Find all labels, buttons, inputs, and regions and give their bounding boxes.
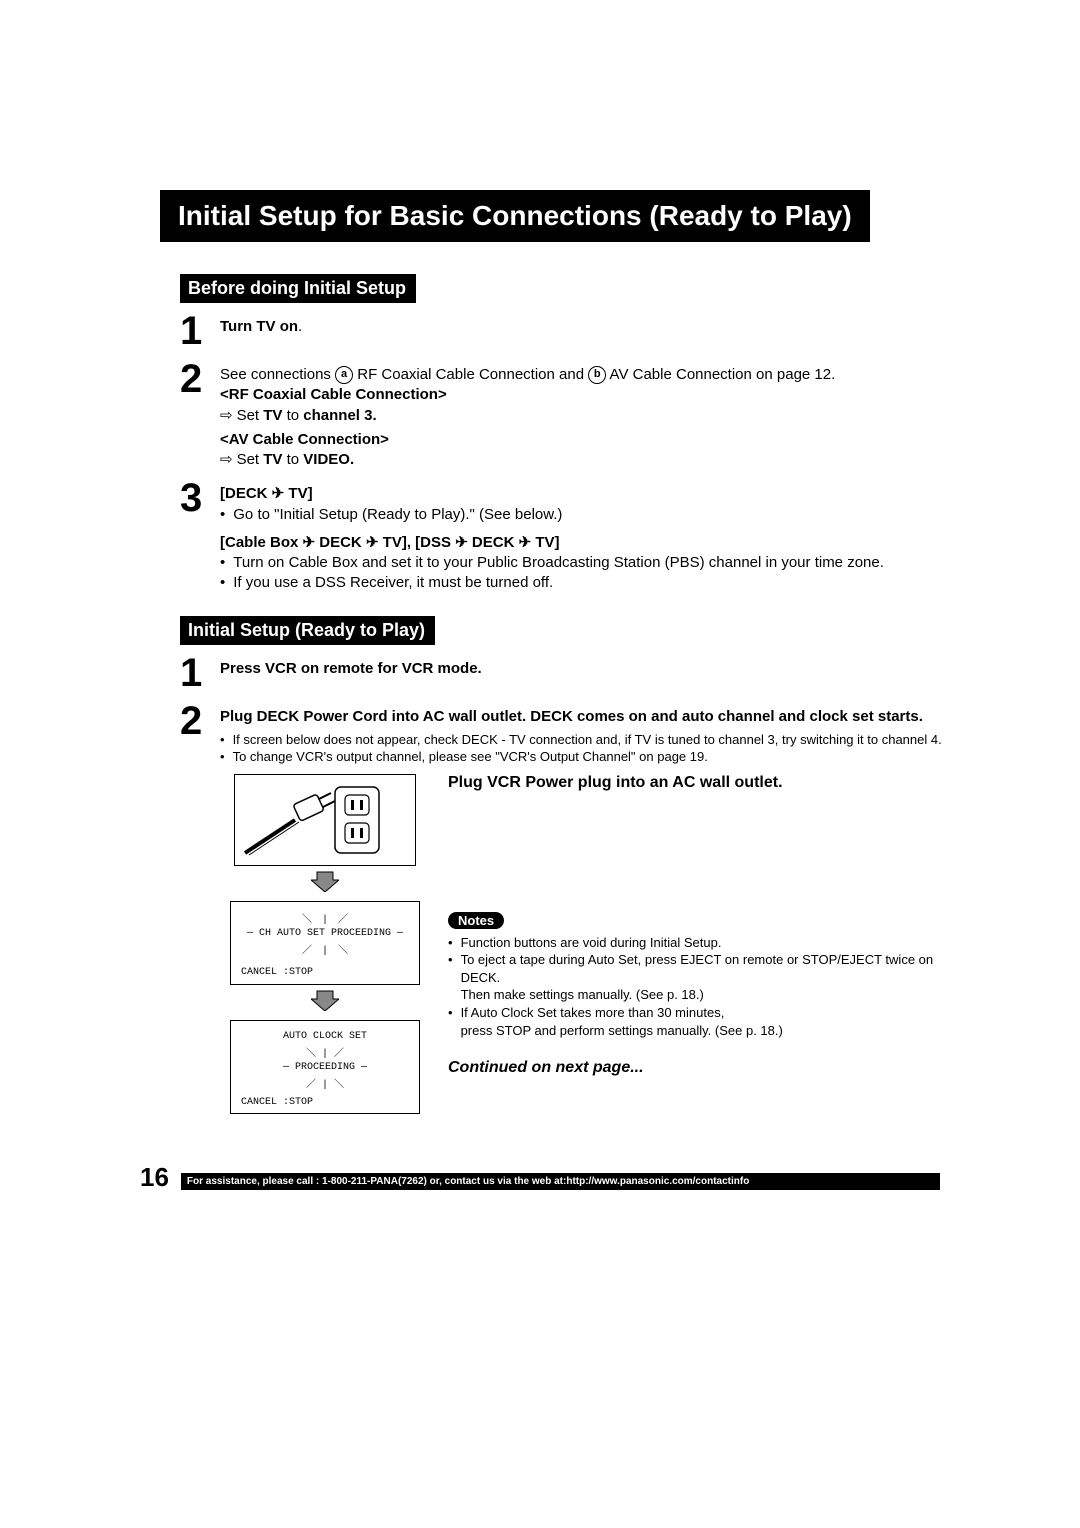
t: Set — [237, 451, 264, 468]
down-arrow-icon — [220, 989, 430, 1016]
notes-label: Notes — [448, 912, 504, 929]
t: To change VCR's output channel, please s… — [233, 748, 708, 766]
diagram-row: ＼ | ／ — CH AUTO SET PROCEEDING — ／ | ＼ C… — [220, 774, 960, 1114]
notes-body: Function buttons are void during Initial… — [448, 934, 960, 1039]
t: Turn on Cable Box and set it to your Pub… — [233, 553, 884, 573]
circle-a-icon: a — [335, 366, 353, 384]
s1-step1: 1 Turn TV on. — [160, 311, 960, 351]
t: TV — [263, 407, 282, 424]
bullet: To eject a tape during Auto Set, press E… — [448, 951, 960, 1004]
plane-icon: ✈ — [303, 534, 316, 551]
section2-heading: Initial Setup (Ready to Play) — [180, 616, 435, 645]
t: channel 3. — [303, 407, 376, 424]
t: [DECK — [220, 485, 272, 502]
page-footer: 16 For assistance, please call : 1-800-2… — [140, 1164, 940, 1190]
step-body: Plug DECK Power Cord into AC wall outlet… — [220, 701, 960, 766]
step-body: See connections a RF Coaxial Cable Conne… — [220, 359, 960, 470]
t: AUTO CLOCK SET — [235, 1031, 415, 1042]
step-number: 1 — [180, 311, 220, 351]
bullet: Turn on Cable Box and set it to your Pub… — [220, 553, 960, 573]
t: PROCEEDING — [295, 1062, 355, 1073]
s2-step2: 2 Plug DECK Power Cord into AC wall outl… — [160, 701, 960, 766]
t: If you use a DSS Receiver, it must be tu… — [233, 573, 553, 593]
arrow-right-icon — [220, 407, 237, 424]
step-number: 1 — [180, 653, 220, 693]
t: See connections — [220, 366, 335, 383]
bullet: If you use a DSS Receiver, it must be tu… — [220, 573, 960, 593]
circle-b-icon: b — [588, 366, 606, 384]
manual-page: Initial Setup for Basic Connections (Rea… — [0, 0, 1080, 1114]
t: CANCEL :STOP — [235, 967, 415, 978]
page-number: 16 — [140, 1164, 169, 1190]
t: If Auto Clock Set takes more than 30 min… — [461, 1005, 725, 1020]
step-number: 2 — [180, 701, 220, 741]
section1-heading: Before doing Initial Setup — [180, 274, 416, 303]
t: AV Cable Connection on page 12. — [606, 366, 835, 383]
t: DECK — [468, 534, 519, 551]
t: Set — [237, 407, 264, 424]
t: Go to "Initial Setup (Ready to Play)." (… — [233, 505, 562, 525]
t: TV] — [284, 485, 312, 502]
rf-head: <RF Coaxial Cable Connection> — [220, 385, 960, 405]
wall-outlet-illustration — [234, 774, 416, 866]
step1-text: Turn TV on — [220, 318, 298, 335]
t: [Cable Box — [220, 534, 303, 551]
s1-step2: 2 See connections a RF Coaxial Cable Con… — [160, 359, 960, 470]
step-body: [DECK ✈ TV] Go to "Initial Setup (Ready … — [220, 478, 960, 593]
t: TV — [263, 451, 282, 468]
t: DECK — [315, 534, 366, 551]
t: VIDEO. — [303, 451, 354, 468]
t: Function buttons are void during Initial… — [461, 934, 722, 952]
t: CH AUTO SET PROCEEDING — [259, 928, 391, 939]
plane-icon: ✈ — [272, 485, 285, 502]
t: Plug DECK Power Cord into AC wall outlet… — [220, 707, 960, 727]
page-title: Initial Setup for Basic Connections (Rea… — [160, 190, 870, 242]
down-arrow-icon — [220, 870, 430, 897]
t: TV] — [531, 534, 559, 551]
s2-step1: 1 Press VCR on remote for VCR mode. — [160, 653, 960, 693]
outlet-svg-icon — [235, 775, 415, 865]
plane-icon: ✈ — [519, 534, 532, 551]
plane-icon: ✈ — [366, 534, 379, 551]
arrow-right-icon — [220, 451, 237, 468]
t: RF Coaxial Cable Connection and — [353, 366, 588, 383]
t: CANCEL :STOP — [235, 1097, 415, 1108]
step-body: Turn TV on. — [220, 311, 960, 337]
av-head: <AV Cable Connection> — [220, 430, 960, 450]
t: press STOP and perform settings manually… — [461, 1023, 783, 1038]
assistance-bar: For assistance, please call : 1-800-211-… — [181, 1173, 940, 1190]
t: to — [282, 407, 303, 424]
step-number: 2 — [180, 359, 220, 399]
bullet: Function buttons are void during Initial… — [448, 934, 960, 952]
bullet: If Auto Clock Set takes more than 30 min… — [448, 1004, 960, 1039]
right-column: Plug VCR Power plug into an AC wall outl… — [430, 774, 960, 1077]
continued-text: Continued on next page... — [448, 1059, 960, 1077]
plane-icon: ✈ — [455, 534, 468, 551]
t: If screen below does not appear, check D… — [233, 731, 942, 749]
diagram-column: ＼ | ／ — CH AUTO SET PROCEEDING — ／ | ＼ C… — [220, 774, 430, 1114]
bullet: Go to "Initial Setup (Ready to Play)." (… — [220, 505, 960, 525]
t: TV], [DSS — [379, 534, 456, 551]
t: to — [282, 451, 303, 468]
s1-step3: 3 [DECK ✈ TV] Go to "Initial Setup (Read… — [160, 478, 960, 593]
step-body: Press VCR on remote for VCR mode. — [220, 653, 960, 679]
screen1-box: ＼ | ／ — CH AUTO SET PROCEEDING — ／ | ＼ C… — [230, 901, 420, 985]
screen2-box: AUTO CLOCK SET ＼ | ／ — PROCEEDING — ／ | … — [230, 1020, 420, 1114]
step-number: 3 — [180, 478, 220, 518]
plug-title: Plug VCR Power plug into an AC wall outl… — [448, 774, 960, 792]
t: Then make settings manually. (See p. 18.… — [461, 987, 704, 1002]
t: To eject a tape during Auto Set, press E… — [461, 952, 934, 985]
bullet: If screen below does not appear, check D… — [220, 731, 960, 749]
bullet: To change VCR's output channel, please s… — [220, 748, 960, 766]
